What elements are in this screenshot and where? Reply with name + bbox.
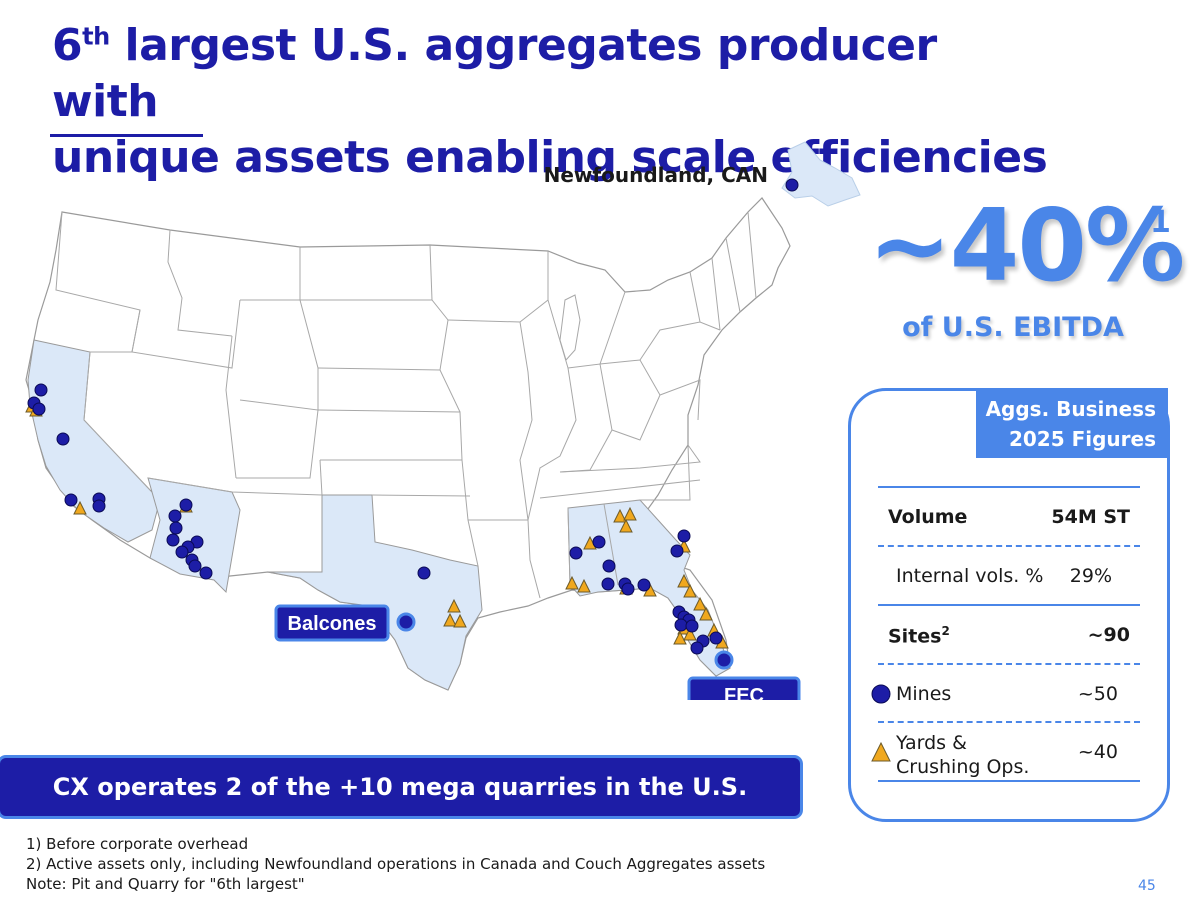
volume-label: Volume [888,506,968,528]
panel-divider [878,663,1140,665]
yard-legend-icon [871,741,891,762]
balcones-label: Balcones [288,613,377,635]
title-underline [50,134,203,137]
footnote-2: 2) Active assets only, including Newfoun… [26,855,766,873]
lake-michigan [559,294,581,361]
balcones-marker [396,612,416,632]
sites-label: Sites2 [888,624,950,648]
yards-row: Yards & Crushing Ops. ~40 [871,731,1140,779]
arizona-highlight [147,477,241,594]
newfoundland-label: Newfoundland, CAN [543,163,768,187]
footnote-note: Note: Pit and Quarry for "6th largest" [26,875,305,893]
balcones-label-box: Balcones [274,604,390,642]
panel-divider [878,486,1140,488]
yards-value: ~40 [1077,741,1118,763]
panel-divider [878,721,1140,723]
footnote-1: 1) Before corporate overhead [26,835,249,853]
fec-label-box: FEC [687,676,801,700]
ebitda-footnote-mark: 1 [1150,205,1171,240]
mine-markers [27,178,799,655]
mines-label: Mines [896,683,952,705]
us-operations-map: Balcones FEC [25,141,861,700]
mines-value: ~50 [1077,683,1118,705]
state-borders [55,211,757,599]
page-title: 6th largest U.S. aggregates producer wit… [52,20,1048,183]
fec-label: FEC [724,685,764,700]
yards-label: Yards & Crushing Ops. [896,732,1030,778]
internal-vols-value: 29% [1069,565,1112,587]
panel-divider [878,604,1140,606]
banner-line-1: Aggs. Business [985,397,1156,421]
panel-divider [878,780,1140,782]
fec-marker [714,650,734,670]
mine-legend-icon [871,684,891,704]
newfoundland-shape [781,141,861,207]
panel-banner: Aggs. Business 2025 Figures [976,388,1168,458]
mega-quarries-callout: CX operates 2 of the +10 mega quarries i… [0,758,800,816]
volume-value: 54M ST [1051,506,1130,528]
sites-value: ~90 [1087,624,1130,646]
banner-line-2: 2025 Figures [1008,427,1156,451]
texas-highlight [267,494,483,691]
page-number: 45 [1138,878,1156,894]
internal-vols-label: Internal vols. % [896,565,1044,587]
ebitda-label: of U.S. EBITDA [902,312,1124,343]
panel-divider [878,545,1140,547]
ebitda-share-value: ~40% [868,187,1185,304]
